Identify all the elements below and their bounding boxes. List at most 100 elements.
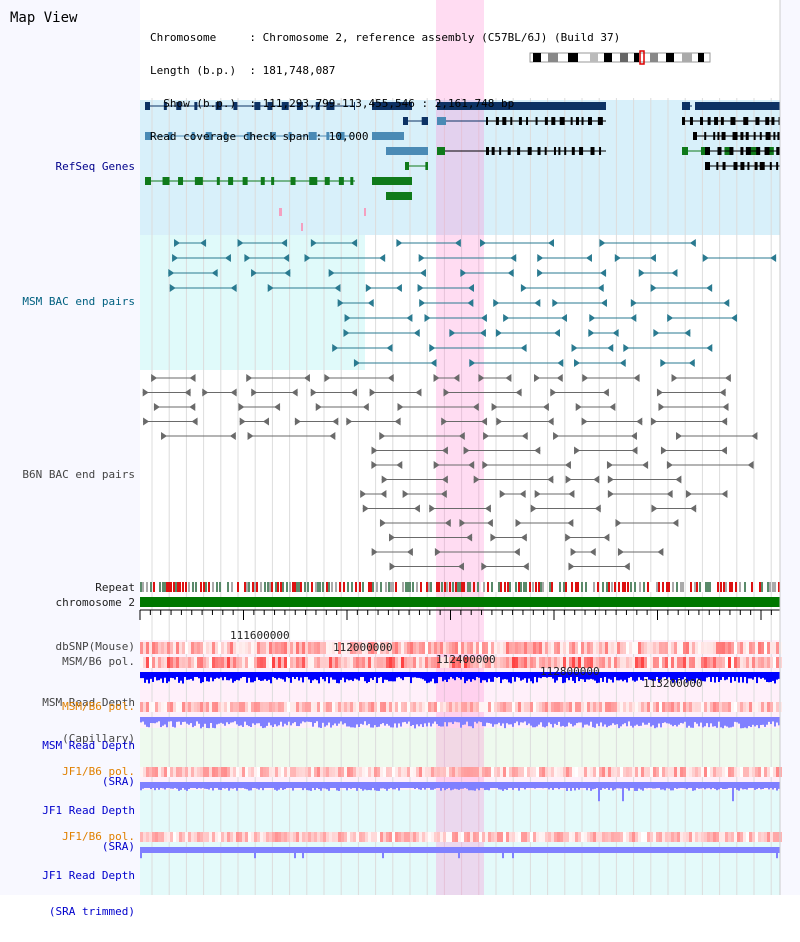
dbsnp-heat-cell: [773, 642, 776, 654]
msm-pol-heat-cell: [665, 657, 668, 668]
read-depth-bar: [392, 717, 394, 728]
track-label-chromosome[interactable]: chromosome 2: [55, 596, 135, 609]
read-depth-bar: [736, 847, 738, 852]
chromosome-band: [698, 53, 704, 62]
read-depth-bar: [206, 782, 208, 789]
jf1-pol-heat-cell: [509, 767, 512, 777]
read-depth-bar: [664, 847, 666, 852]
dbsnp-heat-cell: [776, 642, 779, 654]
msm-pol2-heat-cell: [566, 702, 569, 712]
jf1-pol-heat-cell: [725, 767, 728, 777]
jf1-pol2-heat-cell: [380, 832, 383, 842]
read-depth-bar: [752, 847, 754, 851]
repeat-element: [611, 582, 613, 592]
jf1-pol-heat-cell: [413, 767, 416, 777]
track-label-msm-b6-pol-2[interactable]: MSM/B6 pol.: [62, 700, 135, 713]
bac-end-marker: [667, 314, 674, 322]
genome-browser-graphics[interactable]: [0, 0, 800, 895]
track-label-jf1-depth-trimmed[interactable]: JF1 Read Depth (SRA trimmed): [0, 846, 135, 942]
read-depth-bar: [220, 847, 222, 851]
track-label-jf1-depth[interactable]: JF1 Read Depth (SRA): [0, 781, 135, 877]
read-depth-bar: [772, 847, 774, 851]
bac-end-marker: [480, 239, 487, 247]
read-depth-bar: [330, 717, 332, 728]
read-depth-bar: [624, 672, 626, 680]
bac-end-marker: [472, 403, 479, 411]
read-depth-bar: [234, 717, 236, 722]
read-depth-bar: [530, 847, 532, 850]
read-depth-bar: [728, 717, 730, 728]
msm-pol2-heat-cell: [434, 702, 437, 712]
bac-end-marker: [550, 388, 557, 397]
jf1-pol-heat-cell: [188, 767, 191, 777]
read-depth-bar: [422, 847, 424, 851]
read-depth-bar: [710, 717, 712, 724]
msm-pol2-heat-cell: [392, 702, 395, 712]
gene-exon: [689, 117, 693, 125]
read-depth-bar: [488, 847, 490, 852]
msm-pol-heat-cell: [602, 657, 605, 668]
track-label-b6n-bac[interactable]: B6N BAC end pairs: [22, 468, 135, 481]
read-depth-bar: [596, 672, 598, 684]
msm-pol-heat-cell: [581, 657, 584, 668]
jf1-pol2-heat-cell: [584, 832, 587, 842]
jf1-pol-heat-cell: [332, 767, 335, 777]
msm-pol-heat-cell: [554, 657, 557, 668]
dbsnp-heat-cell: [743, 642, 746, 654]
track-label-refseq[interactable]: RefSeq Genes: [55, 160, 135, 173]
track-label-jf1-pol[interactable]: JF1/B6 pol.: [62, 765, 135, 778]
map-view-canvas[interactable]: Map View Chromosome : Chromosome 2, refe…: [0, 0, 800, 918]
read-depth-bar: [340, 717, 342, 722]
dbsnp-heat-cell: [386, 642, 389, 654]
msm-pol2-heat-cell: [770, 702, 773, 712]
read-depth-bar: [692, 672, 694, 682]
track-label-msm-bac[interactable]: MSM BAC end pairs: [22, 295, 135, 308]
read-depth-bar: [180, 847, 182, 851]
jf1-pol2-heat-cell: [332, 832, 335, 842]
bac-end-marker: [379, 519, 386, 527]
track-label-jf1-pol-2[interactable]: JF1/B6 pol.: [62, 830, 135, 843]
read-depth-bar: [178, 782, 180, 791]
bac-end-marker: [262, 417, 269, 426]
read-depth-bar: [444, 782, 446, 791]
bac-end-marker: [381, 475, 388, 484]
dbsnp-heat-cell: [500, 642, 503, 654]
bac-end-marker: [503, 314, 510, 322]
msm-pol2-heat-cell: [257, 702, 260, 712]
read-depth-bar: [434, 847, 436, 852]
track-label-repeat[interactable]: Repeat: [95, 581, 135, 594]
track-label-msm-depth-sra[interactable]: MSM Read Depth (SRA): [0, 716, 135, 812]
track-label-msm-depth-capillary[interactable]: MSM Read Depth (Capillary): [0, 673, 135, 769]
jf1-pol2-heat-cell: [725, 832, 728, 842]
msm-pol2-heat-cell: [497, 702, 500, 712]
read-depth-bar: [514, 782, 516, 788]
dbsnp-heat-cell: [650, 642, 653, 654]
read-depth-bar: [744, 782, 746, 790]
read-depth-bar: [700, 782, 702, 789]
msm-pol2-heat-cell: [773, 702, 776, 712]
read-depth-bar: [662, 717, 664, 724]
jf1-pol2-heat-cell: [578, 832, 581, 842]
dbsnp-heat-cell: [518, 642, 521, 654]
read-depth-bar: [636, 717, 638, 725]
read-depth-bar: [228, 672, 230, 681]
jf1-pol2-heat-cell: [662, 832, 665, 842]
read-depth-bar: [708, 717, 710, 728]
track-label-dbsnp[interactable]: dbSNP(Mouse): [55, 640, 135, 653]
read-depth-bar: [714, 782, 716, 789]
bac-end-marker: [367, 299, 374, 307]
msm-pol2-heat-cell: [293, 702, 296, 712]
jf1-pol-heat-cell: [485, 767, 488, 777]
jf1-pol2-heat-cell: [263, 832, 266, 842]
bac-end-marker: [706, 344, 713, 352]
track-label-msm-b6-pol[interactable]: MSM/B6 pol.: [62, 655, 135, 668]
dbsnp-heat-cell: [626, 642, 629, 654]
dbsnp-heat-cell: [506, 642, 509, 654]
read-depth-bar: [282, 717, 284, 727]
dbsnp-heat-cell: [620, 642, 623, 654]
repeat-element: [523, 582, 525, 592]
dbsnp-heat-cell: [692, 642, 695, 654]
read-depth-bar: [546, 847, 548, 850]
bac-end-marker: [369, 388, 376, 397]
read-depth-bar: [604, 847, 606, 852]
